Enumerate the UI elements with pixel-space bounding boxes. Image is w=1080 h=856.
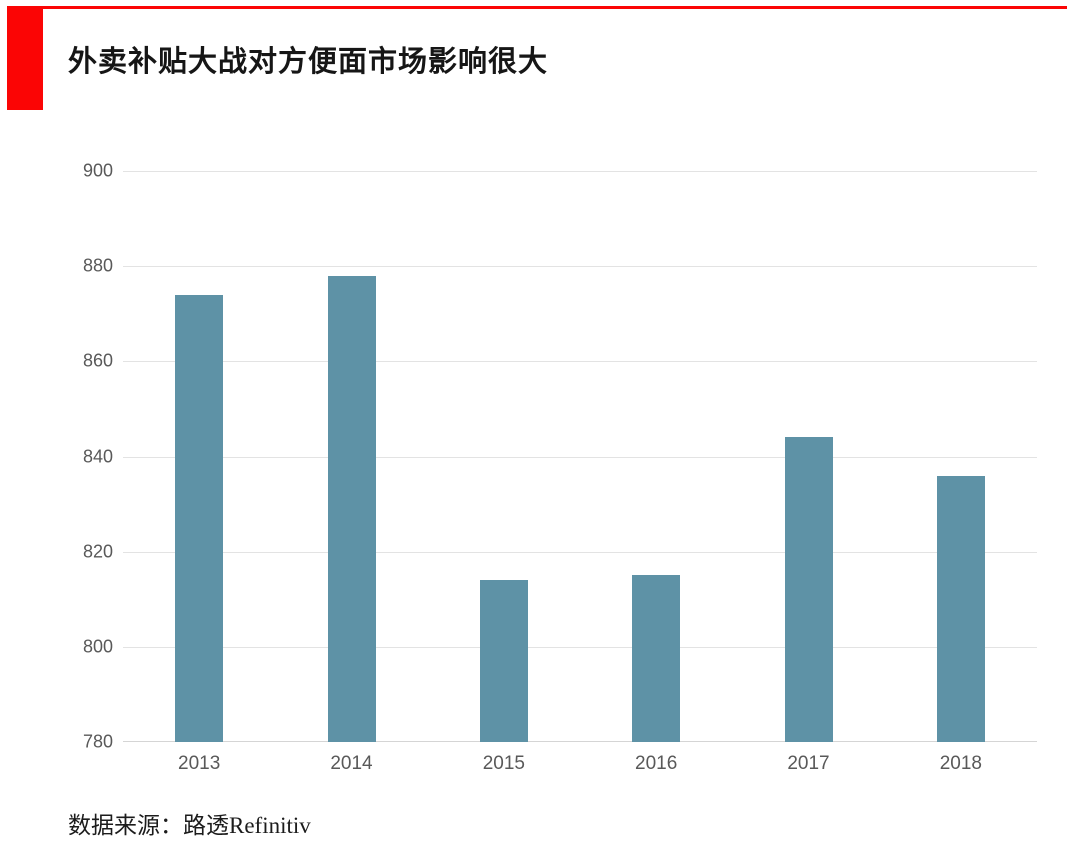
y-axis-tick-label: 820 [82,541,113,562]
y-axis-tick-label: 860 [82,350,113,371]
x-axis-tick-label: 2013 [178,753,221,774]
x-axis-tick-label: 2016 [635,753,678,774]
source-note: 数据来源：路透Refinitiv [68,813,311,838]
y-axis-tick-label: 780 [82,731,113,752]
bar-2017 [784,437,833,742]
gridline [123,551,1037,553]
y-axis-tick-label: 840 [82,446,113,466]
bar-2014 [327,275,376,742]
gridline [123,266,1037,268]
bar-2013 [175,294,224,742]
red-accent-block [7,8,43,110]
y-axis-tick-label: 880 [82,255,113,276]
x-axis-tick-label: 2018 [939,753,982,774]
plot-area: 780 800 820 840 860 880 900 2013 2014 2015 2016 201… [83,161,1037,774]
x-axis-tick-label: 2017 [787,753,830,774]
y-axis-tick-label: 900 [82,160,113,181]
gridline [123,171,1037,172]
x-axis-tick-label: 2015 [482,753,525,774]
chart-title: 外卖补贴大战对方便面市场影响很大 [68,46,549,78]
x-axis-line [123,741,1037,742]
gridline [123,456,1037,458]
y-axis-tick-label: 800 [82,636,113,657]
gridline [123,646,1037,648]
top-accent-rule [7,6,1067,9]
x-axis-tick-label: 2014 [330,753,373,774]
bar-2015 [479,580,528,742]
bar-2016 [632,575,681,742]
gridline [123,361,1037,363]
bar-2018 [936,475,985,742]
